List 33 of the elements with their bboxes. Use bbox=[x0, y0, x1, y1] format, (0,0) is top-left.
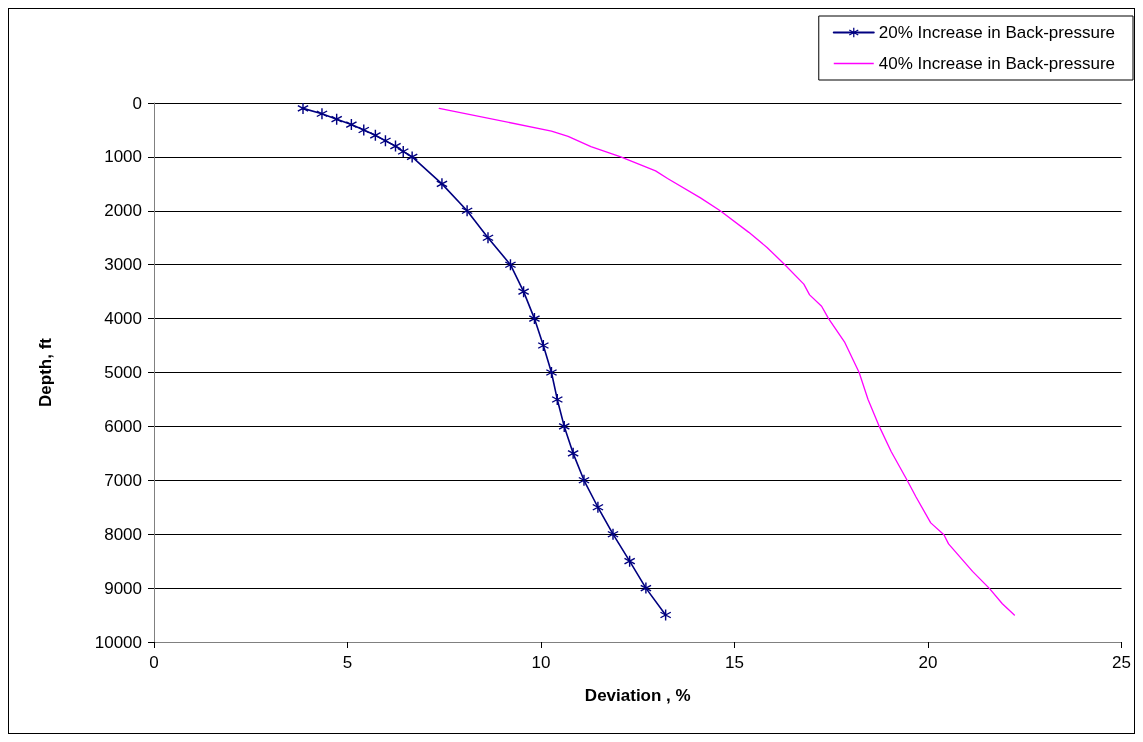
point bbox=[607, 528, 619, 540]
line-series bbox=[438, 107, 1015, 616]
x-tick-label: 0 bbox=[149, 653, 159, 672]
x-tick-label: 15 bbox=[725, 653, 744, 672]
legend-label: 40% Increase in Back-pressure bbox=[878, 54, 1116, 73]
y-tick-label: 2000 bbox=[104, 201, 142, 221]
y-tick-label: 5000 bbox=[104, 363, 142, 382]
point bbox=[316, 108, 328, 120]
point bbox=[567, 447, 579, 459]
point bbox=[578, 474, 590, 486]
point bbox=[640, 582, 652, 594]
x-axis-title: Deviation , % bbox=[584, 686, 691, 705]
point bbox=[436, 178, 448, 190]
point bbox=[461, 205, 473, 217]
y-tick-label: 4000 bbox=[104, 309, 142, 329]
x-tick-label: 25 bbox=[1112, 653, 1132, 672]
point bbox=[592, 501, 604, 513]
y-tick-label: 7000 bbox=[104, 470, 142, 490]
point bbox=[482, 232, 494, 244]
y-axis-title: Depth, ft bbox=[36, 337, 55, 407]
legend-label: 20% Increase in Back-pressure bbox=[878, 23, 1116, 42]
y-tick-label: 9000 bbox=[104, 578, 142, 598]
x-tick-label: 20 bbox=[918, 653, 938, 672]
y-tick-label: 0 bbox=[132, 93, 142, 113]
y-tick-label: 3000 bbox=[104, 255, 142, 275]
y-tick-label: 8000 bbox=[104, 524, 142, 544]
point bbox=[406, 151, 418, 163]
y-tick-label: 10000 bbox=[94, 632, 142, 652]
x-tick-label: 10 bbox=[531, 653, 551, 672]
x-tick-label: 5 bbox=[342, 653, 353, 672]
y-tick-label: 6000 bbox=[104, 416, 142, 436]
y-tick-label: 1000 bbox=[104, 147, 142, 167]
point bbox=[297, 102, 309, 114]
